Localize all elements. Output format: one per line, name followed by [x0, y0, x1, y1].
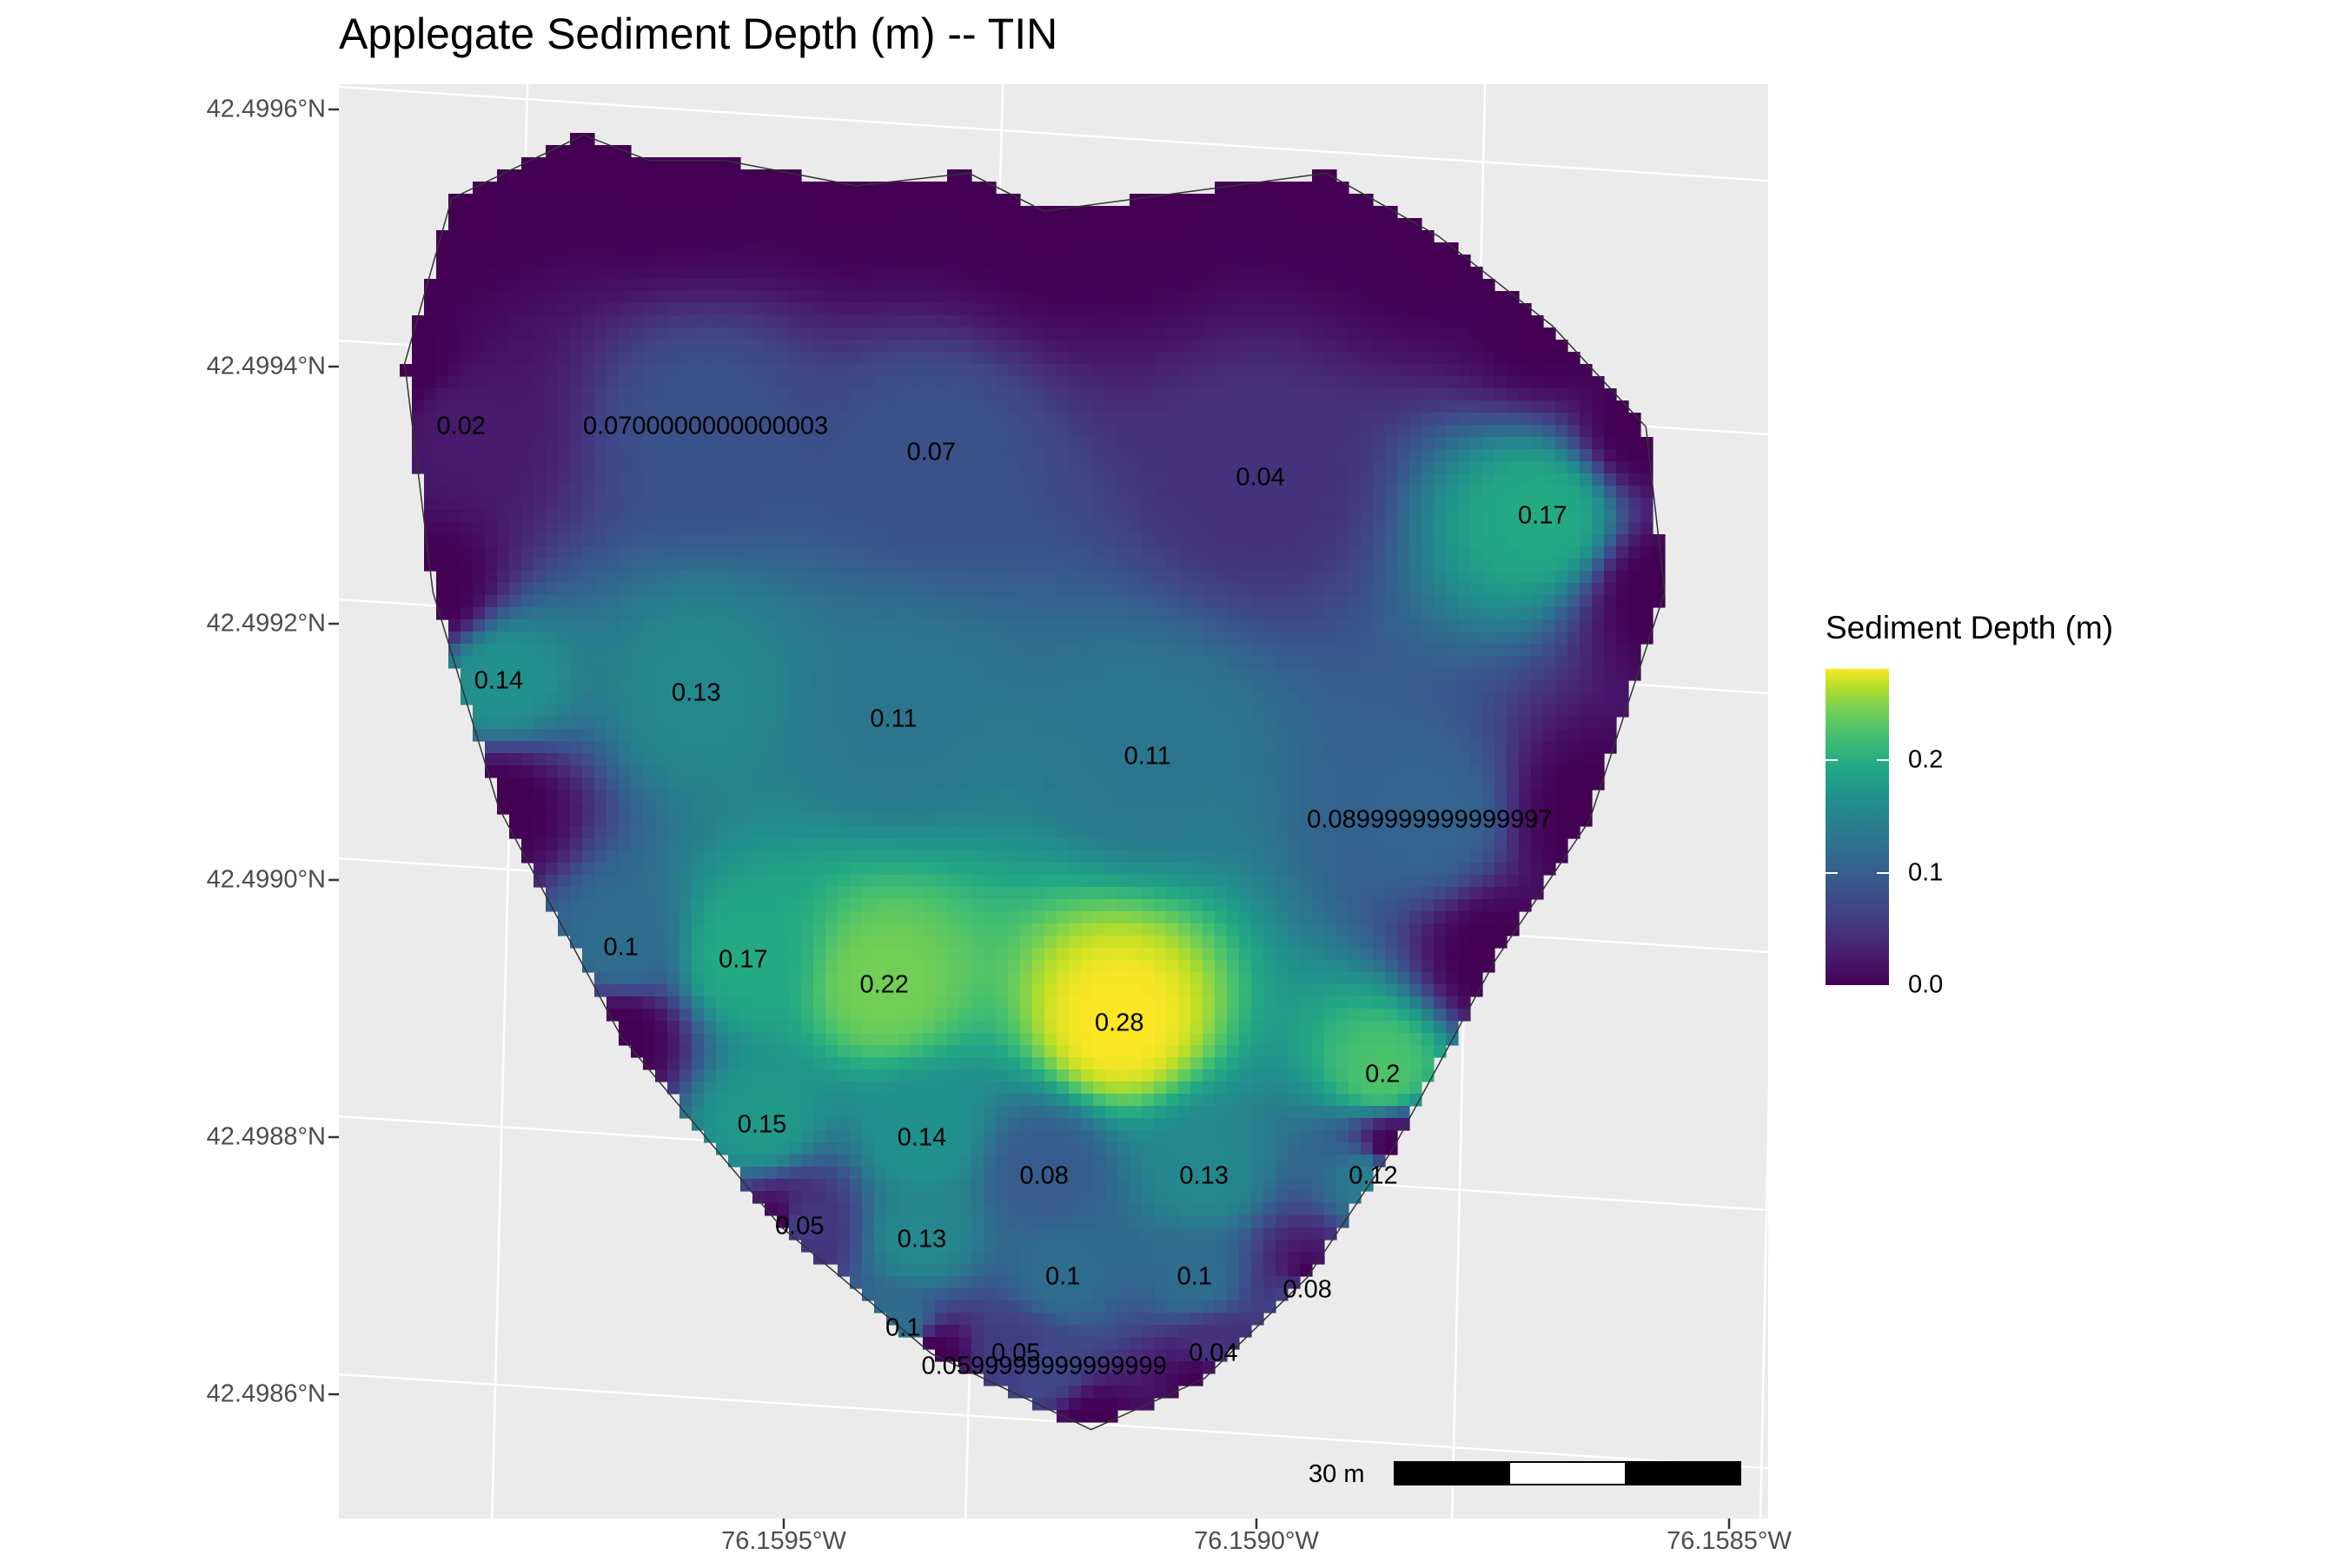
depth-label: 0.13 — [898, 1225, 946, 1254]
legend-tick — [1826, 759, 1838, 761]
depth-label: 0.2 — [1365, 1060, 1400, 1088]
x-tick-label: 76.1590°W — [1194, 1527, 1319, 1556]
depth-label: 0.14 — [474, 666, 523, 695]
y-tick-label: 42.4994°N — [207, 353, 326, 381]
legend-colorbar — [1826, 669, 1889, 985]
depth-label: 0.08 — [1282, 1276, 1331, 1305]
legend-tick — [1826, 872, 1838, 874]
x-tick-label: 76.1595°W — [721, 1527, 846, 1556]
depth-label: 0.04 — [1189, 1340, 1237, 1368]
depth-label: 0.13 — [672, 679, 720, 708]
depth-label: 0.02 — [436, 413, 485, 441]
depth-label: 0.0899999999999997 — [1307, 806, 1552, 835]
legend-title: Sediment Depth (m) — [1826, 610, 2113, 646]
depth-label: 0.08 — [1019, 1161, 1068, 1190]
y-tick-label: 42.4990°N — [207, 866, 326, 895]
depth-label: 0.14 — [898, 1123, 946, 1152]
depth-label: 0.0700000000000003 — [583, 413, 828, 441]
depth-label: 0.28 — [1095, 1009, 1143, 1038]
depth-label: 0.11 — [1124, 743, 1171, 771]
depth-label: 0.1 — [603, 933, 638, 962]
scale-bar-segment — [1510, 1463, 1625, 1484]
map-title: Applegate Sediment Depth (m) -- TIN — [339, 9, 1057, 59]
depth-label: 0.12 — [1349, 1161, 1397, 1190]
depth-label: 0.1 — [1045, 1263, 1080, 1292]
legend-tick — [1877, 759, 1889, 761]
depth-label: 0.13 — [1179, 1161, 1228, 1190]
y-tick-label: 42.4986°N — [207, 1380, 326, 1409]
legend-label: 0.2 — [1908, 746, 1943, 775]
depth-label: 0.04 — [1236, 463, 1284, 492]
depth-label: 0.1 — [1177, 1263, 1212, 1292]
legend-tick — [1877, 872, 1889, 874]
depth-label: 0.22 — [859, 971, 908, 1000]
depth-label: 0.15 — [738, 1111, 786, 1140]
depth-label: 0.17 — [719, 946, 767, 975]
legend-label: 0.1 — [1908, 859, 1943, 888]
scale-bar-label: 30 m — [1309, 1460, 1364, 1489]
depth-label: 0.07 — [907, 438, 956, 466]
scale-bar-segment — [1625, 1463, 1740, 1484]
depth-label: 0.11 — [870, 705, 917, 733]
y-tick-label: 42.4992°N — [207, 610, 326, 638]
x-tick-label: 76.1585°W — [1667, 1527, 1792, 1556]
y-tick-label: 42.4988°N — [207, 1123, 326, 1152]
scale-bar — [1394, 1461, 1741, 1485]
depth-label: 0.05 — [775, 1212, 824, 1241]
legend-label: 0.0 — [1908, 971, 1943, 1000]
scale-bar-segment — [1395, 1463, 1510, 1484]
depth-label: 0.17 — [1518, 501, 1567, 530]
depth-label: 0.1 — [885, 1313, 920, 1342]
y-tick-label: 42.4996°N — [207, 96, 326, 124]
depth-label: 0.0599999999999999 — [922, 1352, 1167, 1380]
